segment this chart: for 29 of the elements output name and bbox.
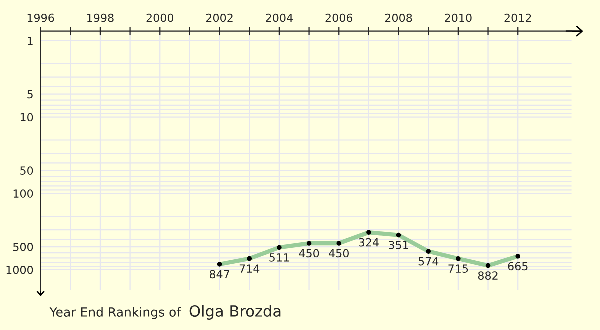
x-tick-label: 2010: [445, 14, 472, 22]
y-tick-label: 5: [28, 90, 33, 99]
data-label: 882: [478, 272, 498, 280]
text: Year End Rankings of: [50, 307, 182, 320]
y-tick-label: 1000: [6, 266, 34, 274]
data-label: 715: [448, 264, 468, 274]
data-label: 511: [270, 254, 290, 262]
text: Olga Brozda: [190, 305, 281, 320]
y-tick-label: 500: [14, 242, 34, 252]
x-tick-label: 2008: [385, 14, 412, 22]
data-label: 324: [359, 238, 379, 247]
data-label: 714: [240, 264, 260, 273]
x-tick-label: 2002: [206, 14, 233, 22]
y-tick-label: 50: [20, 166, 34, 176]
data-label: 665: [508, 262, 528, 271]
data-label: 574: [418, 257, 439, 266]
x-tick-label: 2000: [146, 14, 174, 22]
data-label: 847: [210, 270, 230, 279]
y-tick-label: 1: [28, 37, 33, 46]
x-tick-label: 2006: [326, 14, 353, 22]
x-tick-label: 1996: [28, 14, 54, 22]
data-label: 450: [329, 249, 349, 258]
x-tick-label: 2004: [266, 14, 293, 22]
data-label: 351: [389, 241, 408, 250]
y-tick-label: 10: [20, 113, 34, 122]
x-tick-label: 1998: [88, 14, 114, 22]
x-tick-label: 2012: [504, 14, 532, 22]
data-label: 450: [299, 249, 320, 258]
y-tick-label: 100: [14, 190, 34, 198]
